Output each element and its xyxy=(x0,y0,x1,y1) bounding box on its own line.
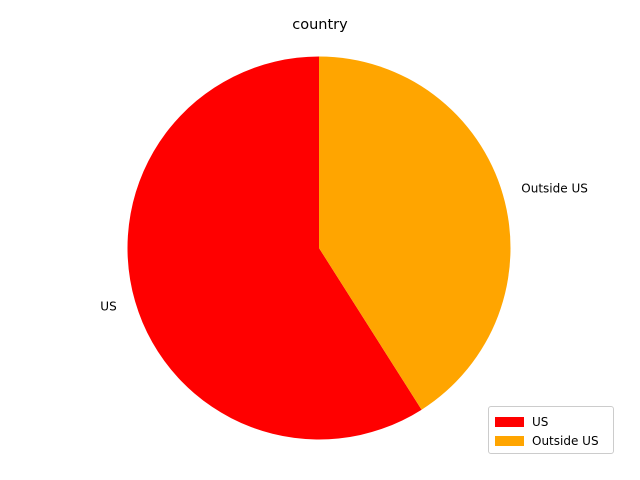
pie-slice-us xyxy=(127,56,422,440)
pie-label-outside-us: Outside US xyxy=(521,182,588,196)
pie-labels: US Outside US xyxy=(100,182,588,314)
pie-slices xyxy=(127,56,511,440)
legend-swatch-us xyxy=(495,416,524,427)
pie-label-us: US xyxy=(100,299,116,313)
legend-item-outside-us: Outside US xyxy=(495,431,613,450)
legend-swatch-outside-us xyxy=(495,435,524,446)
legend-label-outside-us: Outside US xyxy=(532,433,599,448)
legend: US Outside US xyxy=(488,406,614,454)
chart-title: country xyxy=(292,17,348,33)
legend-item-us: US xyxy=(495,412,613,431)
legend-label-us: US xyxy=(532,414,549,429)
pie-slice-outside-us xyxy=(319,56,511,410)
